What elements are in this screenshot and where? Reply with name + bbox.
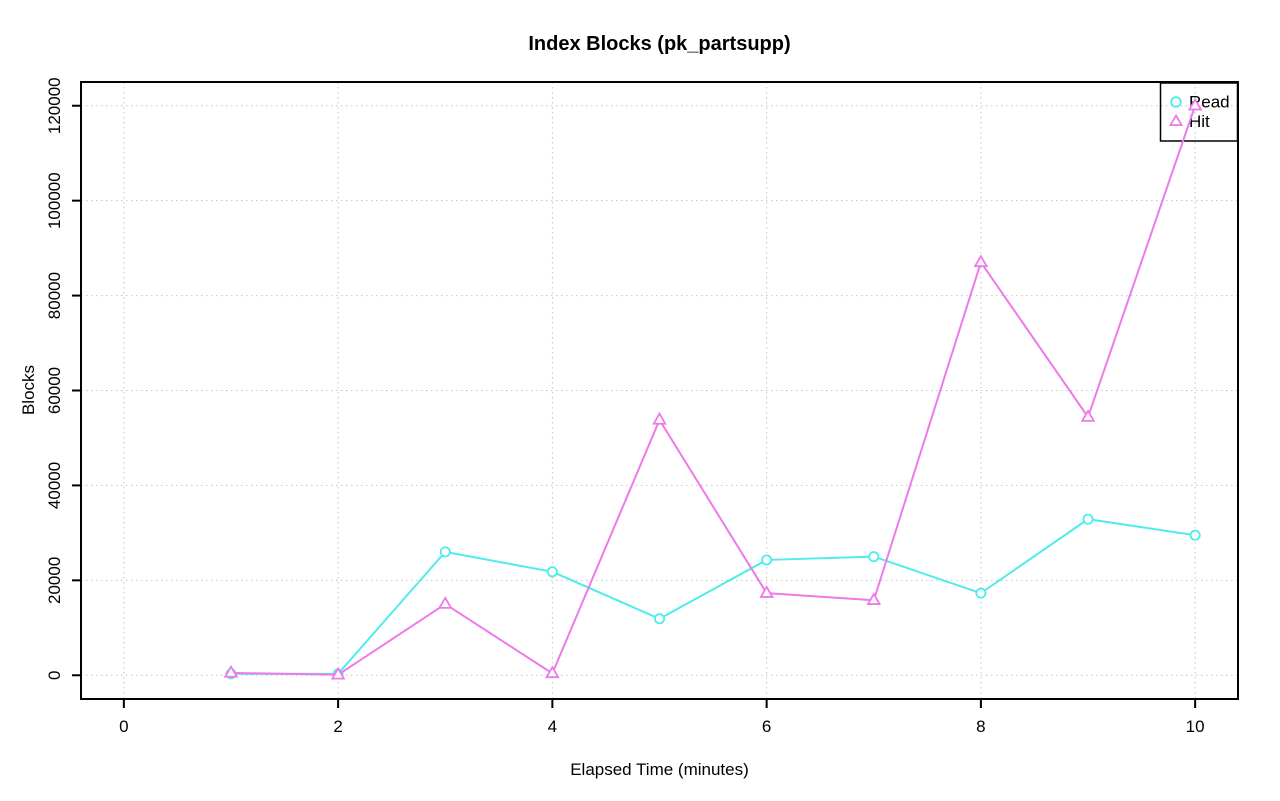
x-tick-label: 2: [333, 717, 342, 736]
data-point-read: [439, 546, 451, 558]
series-hit: [223, 97, 1203, 680]
gridlines: [81, 82, 1238, 699]
x-tick-label: 10: [1186, 717, 1205, 736]
data-point-read: [546, 566, 558, 578]
plot-box: [80, 81, 1239, 700]
data-point-hit: [652, 411, 667, 425]
y-tick-label: 80000: [45, 272, 64, 319]
data-point-read: [654, 613, 666, 625]
y-tick-label: 60000: [45, 367, 64, 414]
y-tick-label: 20000: [45, 557, 64, 604]
data-point-hit: [759, 585, 774, 598]
data-point-read: [761, 554, 773, 566]
x-tick-label: 8: [976, 717, 985, 736]
y-tick-label: 40000: [45, 462, 64, 509]
data-point-read: [868, 551, 880, 563]
series-line-read: [229, 518, 1197, 675]
data-point-hit: [545, 665, 560, 679]
y-tick-label: 100000: [45, 172, 64, 229]
legend-marker-hit: [1168, 113, 1184, 126]
data-point-hit: [866, 592, 882, 605]
y-tick-label: 120000: [45, 77, 64, 134]
series-read: [225, 513, 1201, 680]
data-point-hit: [437, 596, 453, 609]
y-tick-label: 0: [45, 671, 64, 680]
chart-title: Index Blocks (pk_partsupp): [528, 33, 791, 55]
series-line-hit: [229, 104, 1197, 676]
legend-marker-read: [1170, 96, 1182, 108]
axes: 0 2 4 6 8 10 0 20000 40000 60000 80000 100000 120000: [45, 77, 1205, 736]
data-point-read: [975, 587, 987, 599]
y-axis-label: Blocks: [19, 364, 38, 416]
x-tick-label: 0: [119, 717, 128, 736]
data-point-hit: [223, 664, 239, 678]
x-tick-label: 4: [548, 717, 557, 736]
x-tick-label: 6: [762, 717, 771, 736]
data-point-read: [1082, 513, 1094, 525]
data-point-hit: [1080, 409, 1096, 422]
data-point-hit: [330, 666, 346, 680]
x-axis-label: Elapsed Time (minutes): [570, 760, 749, 779]
data-point-hit: [1187, 97, 1203, 111]
legend-label-hit: Hit: [1189, 112, 1210, 131]
data-point-read: [1189, 529, 1201, 541]
data-point-hit: [973, 254, 989, 268]
